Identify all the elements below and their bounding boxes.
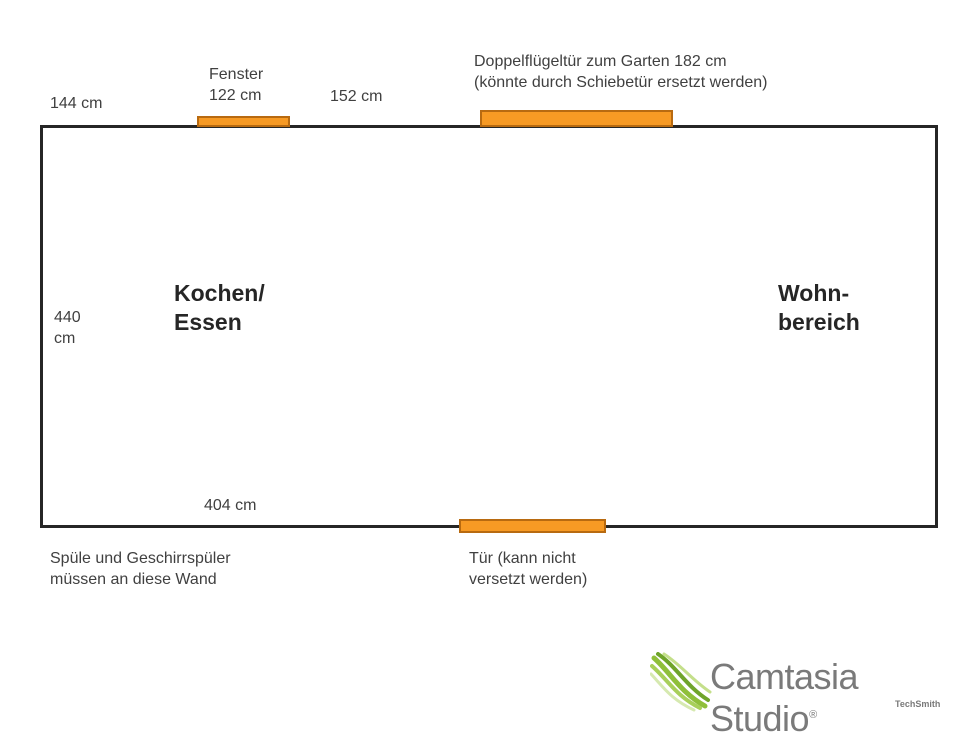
left-wall-length-label: 440 cm (54, 309, 81, 347)
window-label: Fenster 122 cm (209, 66, 264, 104)
logo-name: Camtasia Studio (710, 656, 859, 739)
top-mid-length-label: 152 cm (330, 88, 383, 105)
door-opening (459, 519, 606, 533)
bottom-length-label: 404 cm (204, 497, 257, 514)
logo-text: Camtasia Studio® (710, 656, 960, 740)
double-door-label: Doppelflügeltür zum Garten 182 cm (könnt… (474, 53, 768, 91)
top-left-length-label: 144 cm (50, 95, 103, 112)
living-area-label: Wohn- bereich (778, 280, 860, 335)
window-opening (197, 116, 290, 127)
door-note-label: Tür (kann nicht versetzt werden) (469, 550, 588, 588)
logo-trademark: ® (809, 709, 817, 721)
logo-sub-text: TechSmith (895, 699, 941, 709)
kitchen-area-label: Kochen/ Essen (174, 280, 265, 335)
double-door-opening (480, 110, 673, 127)
camtasia-logo-icon (650, 652, 712, 712)
sink-note-label: Spüle und Geschirrspüler müssen an diese… (50, 550, 231, 588)
